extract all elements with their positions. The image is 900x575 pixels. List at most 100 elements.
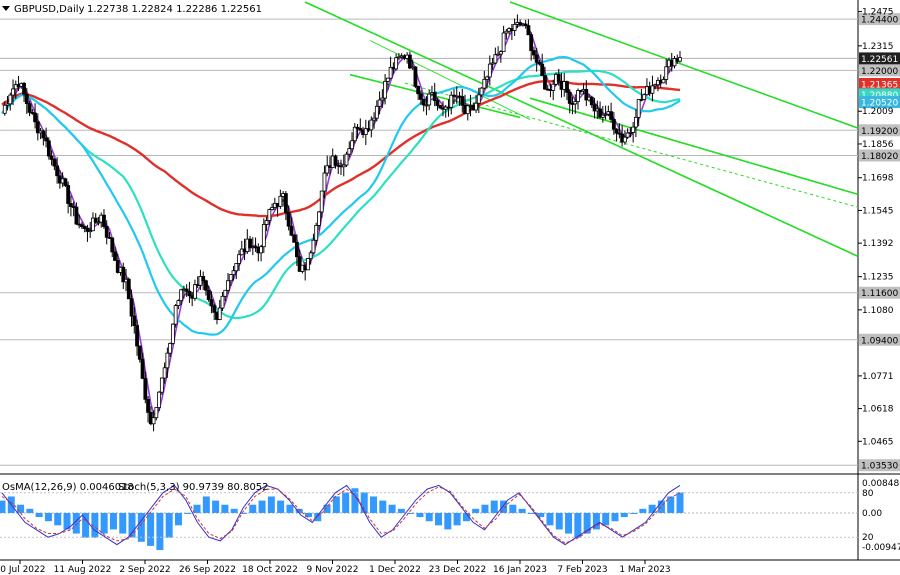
osma-bar [360, 492, 368, 513]
bear-candle [187, 290, 192, 297]
osma-bar [592, 512, 600, 530]
bull-candle [385, 77, 390, 82]
x-tick-label: 18 Oct 2022 [242, 565, 298, 575]
osma-bar [128, 512, 136, 538]
x-tick-label: 1 Dec 2022 [369, 565, 421, 575]
osma-bar [109, 512, 117, 530]
osma-bar [82, 512, 90, 538]
bull-candle [220, 295, 225, 309]
osma-bar [639, 508, 647, 513]
osma-bar [35, 512, 43, 518]
y-tick-label: 1.1545 [862, 206, 894, 216]
osma-bar [351, 488, 359, 513]
bull-candle [5, 103, 10, 106]
bull-candle [159, 377, 164, 393]
osma-bar [174, 512, 182, 526]
osma-bar [518, 508, 526, 513]
bear-candle [567, 91, 572, 104]
osma-bar [156, 512, 164, 551]
bear-candle [35, 121, 40, 134]
y-tick-label: 1.0618 [862, 405, 894, 415]
bull-candle [231, 270, 236, 276]
bear-candle [421, 98, 426, 106]
price-tag-label: 1.24400 [861, 16, 898, 26]
bear-candle [80, 224, 84, 227]
bear-candle [432, 92, 437, 101]
osma-bar [184, 512, 192, 514]
bear-candle [33, 112, 37, 123]
bull-candle [576, 90, 580, 102]
osma-bar [44, 512, 52, 522]
bull-candle [173, 305, 178, 325]
bear-candle [526, 25, 531, 36]
osma-bar [221, 504, 229, 513]
price-tag [859, 149, 900, 162]
osma-bar [63, 512, 71, 530]
bull-candle [642, 94, 647, 100]
y-tick-label: 1.2315 [862, 42, 894, 52]
bear-candle [565, 81, 569, 93]
bear-candle [611, 119, 616, 130]
bear-candle [529, 34, 534, 51]
bear-candle [209, 299, 214, 307]
bear-candle [63, 178, 68, 186]
bull-candle [474, 102, 478, 111]
osma-bar [323, 504, 331, 513]
bull-candle [394, 57, 399, 70]
ma-teal-line [1, 69, 681, 320]
dropdown-triangle-icon[interactable] [2, 6, 10, 11]
osma-label: OsMA(12,26,9) 0.0046018 [2, 482, 134, 493]
bear-candle [248, 238, 252, 249]
bull-candle [162, 367, 167, 379]
bull-candle [396, 56, 401, 59]
price-tag-label: 1.18020 [861, 152, 898, 162]
osma-bar [267, 496, 275, 513]
osma-bar [648, 504, 656, 513]
bull-candle [650, 85, 655, 94]
trend-channel-line [529, 97, 859, 196]
y-tick-label: 1.1698 [862, 174, 894, 184]
osma-bar [425, 512, 433, 522]
osma-bar [54, 512, 62, 526]
bull-candle [631, 126, 636, 133]
bear-candle [639, 98, 644, 101]
y-tick-label: 1.0465 [862, 437, 894, 447]
bull-candle [625, 132, 630, 138]
osma-bar [100, 512, 108, 534]
bear-candle [82, 226, 87, 229]
stoch-label: Stoch(5,3,3) 90.9739 80.8052 [118, 482, 269, 493]
bear-candle [438, 105, 443, 109]
osma-bar [202, 496, 210, 513]
price-tag-label: 1.21365 [861, 80, 898, 90]
price-tag [859, 77, 900, 90]
y-tick-label: 1.1392 [862, 239, 894, 249]
bull-candle [374, 105, 379, 119]
bull-candle [661, 79, 666, 84]
bull-candle [217, 307, 222, 320]
y-tick-label: 1.0771 [862, 372, 894, 382]
bull-candle [311, 239, 316, 254]
bear-candle [184, 288, 189, 292]
bear-candle [132, 315, 137, 327]
osma-bar [249, 504, 257, 513]
bull-candle [678, 57, 682, 62]
bear-candle [146, 398, 150, 413]
osma-bar [444, 512, 452, 530]
osma-bar [332, 496, 340, 513]
bear-candle [121, 266, 126, 283]
bull-candle [165, 352, 170, 369]
bull-candle [372, 117, 376, 121]
bull-candle [259, 246, 263, 254]
price-tag [859, 64, 900, 77]
bull-candle [306, 258, 310, 271]
bear-candle [537, 61, 542, 65]
bull-candle [622, 136, 627, 143]
bull-candle [487, 63, 492, 78]
osma-bar [193, 504, 201, 513]
stoch-signal-line [1, 486, 681, 544]
osma-bar [295, 508, 303, 513]
bull-candle [91, 217, 95, 232]
osma-bar [407, 512, 415, 514]
osma-bar [676, 492, 684, 513]
